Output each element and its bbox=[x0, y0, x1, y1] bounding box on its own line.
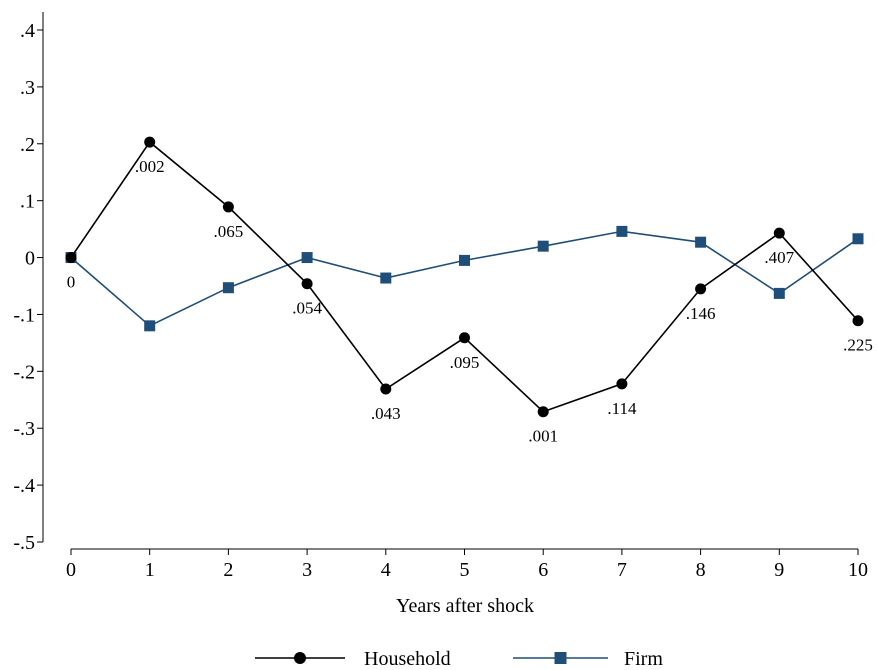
household-point bbox=[773, 227, 785, 239]
y-tick-label: -.1 bbox=[13, 304, 35, 326]
household-point bbox=[459, 332, 470, 344]
household-point bbox=[65, 252, 77, 264]
household-point bbox=[537, 406, 549, 418]
x-tick-label: 6 bbox=[538, 559, 548, 581]
household-point-label: .225 bbox=[843, 336, 873, 355]
household-point bbox=[144, 136, 156, 148]
legend: Household Firm bbox=[255, 648, 663, 670]
y-tick-label: .4 bbox=[20, 20, 35, 42]
y-tick-label: .2 bbox=[20, 134, 35, 156]
household-point bbox=[222, 201, 234, 213]
x-tick-label: 9 bbox=[774, 559, 784, 581]
firm-point bbox=[144, 320, 156, 332]
firm-point bbox=[852, 233, 864, 245]
household-point-label: .001 bbox=[528, 427, 558, 446]
household-point bbox=[380, 383, 392, 395]
household-point-label: .043 bbox=[371, 404, 401, 423]
x-tick-label: 5 bbox=[460, 559, 470, 581]
firm-point bbox=[537, 240, 549, 252]
x-tick-label: 3 bbox=[302, 559, 312, 581]
firm-point bbox=[222, 282, 234, 294]
firm-point bbox=[616, 225, 628, 237]
firm-point bbox=[695, 236, 707, 248]
y-tick-label: .3 bbox=[20, 77, 35, 99]
x-tick-label: 4 bbox=[381, 559, 391, 581]
x-tick-label: 7 bbox=[617, 559, 627, 581]
firm-point bbox=[301, 252, 313, 264]
household-point bbox=[852, 315, 864, 327]
x-axis-title: Years after shock bbox=[396, 595, 534, 617]
household-point bbox=[301, 278, 313, 290]
y-tick-label: -.2 bbox=[13, 361, 35, 383]
x-tick-label: 1 bbox=[145, 559, 155, 581]
series-layer bbox=[65, 136, 864, 418]
y-tick-label: -.4 bbox=[13, 475, 35, 497]
y-tick-label: -.3 bbox=[13, 418, 35, 440]
point-labels: 0 .002 .065 .054 .043 .095 .001 .114 .146 .407 .22… bbox=[67, 157, 873, 446]
household-point bbox=[616, 378, 628, 390]
firm-point bbox=[459, 254, 470, 266]
x-tick-label: 10 bbox=[848, 559, 868, 581]
household-point-label: .146 bbox=[686, 304, 716, 323]
y-tick-label: 0 bbox=[25, 248, 35, 270]
legend-household-marker bbox=[294, 652, 306, 664]
household-point-label: 0 bbox=[67, 273, 76, 292]
legend-household-label: Household bbox=[364, 648, 451, 670]
axes: .4 .3 .2 .1 0 -.1 -.2 -.3 -.4 -.5 0 1 2 3 4 5 6 7 8 9 10 bbox=[13, 12, 868, 581]
firm-point bbox=[773, 287, 785, 299]
household-point-label: .065 bbox=[214, 222, 244, 241]
household-point-label: .054 bbox=[292, 299, 322, 318]
x-tick-label: 2 bbox=[223, 559, 233, 581]
household-point-label: .114 bbox=[607, 399, 637, 418]
x-tick-label: 8 bbox=[696, 559, 706, 581]
household-point-label: .095 bbox=[450, 353, 480, 372]
x-tick-label: 0 bbox=[66, 559, 76, 581]
legend-firm-marker bbox=[554, 652, 567, 664]
household-point bbox=[695, 283, 707, 295]
household-point-label: .002 bbox=[135, 157, 165, 176]
household-point-label: .407 bbox=[764, 248, 794, 267]
firm-line bbox=[70, 230, 859, 327]
legend-firm-label: Firm bbox=[624, 648, 663, 670]
firm-point bbox=[380, 272, 392, 284]
y-tick-label: -.5 bbox=[13, 532, 35, 554]
y-tick-label: .1 bbox=[20, 191, 35, 213]
